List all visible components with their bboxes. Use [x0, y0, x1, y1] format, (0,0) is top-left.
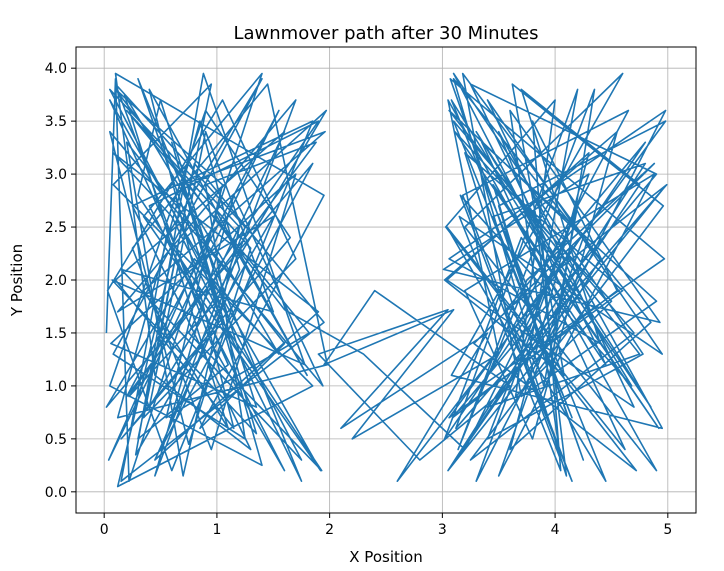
- y-tick-label: 3.5: [45, 114, 67, 130]
- x-tick-label: 3: [438, 522, 447, 538]
- chart-title: Lawnmover path after 30 Minutes: [233, 23, 538, 44]
- y-tick-label: 2.5: [45, 220, 67, 236]
- y-tick-label: 0.0: [45, 485, 67, 501]
- plot-area: [105, 72, 668, 488]
- y-axis-ticks: 0.0 0.5 1.0 1.5 2.0 2.5 3.0 3.5 4.0: [45, 61, 76, 501]
- y-tick-label: 0.5: [45, 432, 67, 448]
- y-tick-label: 1.0: [45, 379, 67, 395]
- x-tick-label: 0: [100, 522, 109, 538]
- y-tick-label: 3.0: [45, 167, 67, 183]
- x-tick-label: 2: [325, 522, 334, 538]
- x-axis-label: X Position: [349, 548, 422, 566]
- x-tick-label: 5: [663, 522, 672, 538]
- x-axis-ticks: 0 1 2 3 4 5: [100, 513, 672, 538]
- y-tick-label: 4.0: [45, 61, 67, 77]
- y-tick-label: 1.5: [45, 326, 67, 342]
- x-tick-label: 1: [212, 522, 221, 538]
- y-tick-label: 2.0: [45, 273, 67, 289]
- y-axis-label: Y Position: [8, 244, 26, 317]
- path-series-line: [105, 72, 668, 488]
- x-tick-label: 4: [551, 522, 560, 538]
